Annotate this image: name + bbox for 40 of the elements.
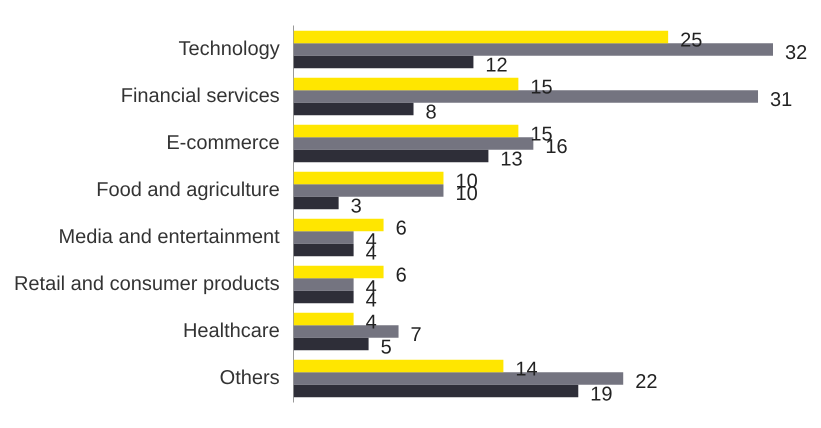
y-tick-label: E-commerce xyxy=(166,132,280,154)
bar xyxy=(294,78,518,90)
data-label: 8 xyxy=(426,102,437,124)
y-tick-label: Retail and consumer products xyxy=(14,273,280,296)
bar xyxy=(294,137,534,150)
bar xyxy=(294,360,504,372)
data-label: 6 xyxy=(396,217,407,240)
bar xyxy=(294,124,518,138)
bar xyxy=(294,218,384,232)
data-label: 32 xyxy=(785,42,808,64)
bar xyxy=(294,196,339,210)
bar xyxy=(294,290,354,304)
y-tick-label: Media and entertainment xyxy=(58,226,280,248)
bar xyxy=(294,312,354,326)
bar xyxy=(294,150,488,162)
bar xyxy=(294,278,354,291)
bar xyxy=(294,338,369,350)
bar xyxy=(294,266,384,278)
bar xyxy=(294,102,414,116)
bar xyxy=(294,30,668,44)
y-tick-label: Food and agriculture xyxy=(96,179,280,202)
data-label: 22 xyxy=(635,371,658,394)
y-tick-label: Technology xyxy=(178,38,280,60)
bar xyxy=(294,244,354,256)
bar xyxy=(294,384,578,398)
data-label: 12 xyxy=(485,54,508,77)
y-tick-label: Others xyxy=(220,367,280,390)
data-label: 6 xyxy=(396,264,407,286)
data-label: 3 xyxy=(350,196,362,218)
bar xyxy=(294,231,354,244)
data-label: 5 xyxy=(380,336,392,359)
bar xyxy=(294,184,444,197)
y-tick-label: Healthcare xyxy=(182,320,280,342)
bar xyxy=(294,56,474,68)
data-label: 31 xyxy=(770,89,792,112)
data-label: 7 xyxy=(410,324,422,346)
data-label: 13 xyxy=(500,148,523,171)
y-tick-label: Financial services xyxy=(120,85,280,108)
data-label: 19 xyxy=(590,384,613,406)
bar xyxy=(294,172,444,184)
